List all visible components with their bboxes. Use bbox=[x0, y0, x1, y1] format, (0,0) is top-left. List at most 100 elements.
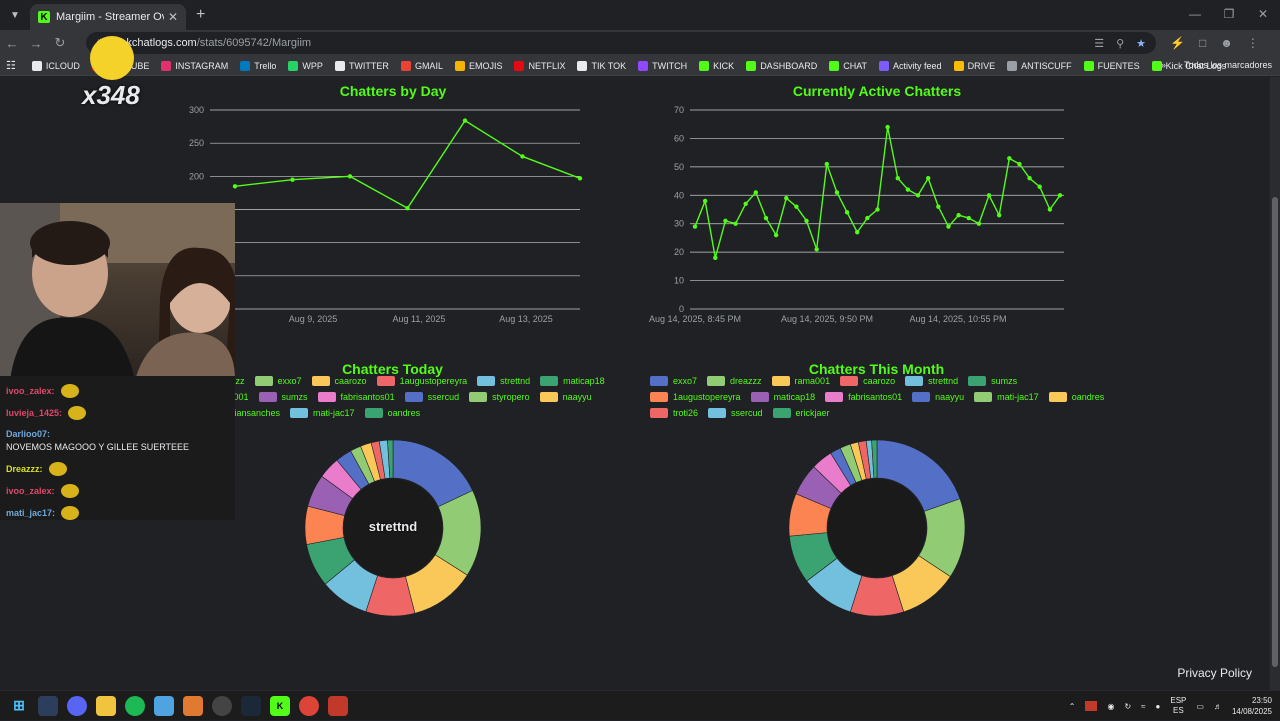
kick-icon[interactable]: K bbox=[270, 695, 290, 716]
data-point[interactable] bbox=[462, 118, 468, 123]
spotify-icon[interactable] bbox=[125, 695, 145, 716]
data-point[interactable] bbox=[915, 193, 921, 198]
chrome-icon[interactable] bbox=[299, 695, 319, 716]
tray-wifi-icon[interactable]: ≈ bbox=[1141, 701, 1146, 711]
data-point[interactable] bbox=[834, 190, 840, 195]
steam-icon[interactable] bbox=[241, 695, 261, 716]
data-point[interactable] bbox=[875, 207, 880, 212]
data-point[interactable] bbox=[946, 224, 951, 229]
data-point[interactable] bbox=[1007, 156, 1012, 161]
all-bookmarks-folder[interactable]: Todos los marcadores bbox=[1183, 60, 1272, 70]
data-point[interactable] bbox=[743, 201, 748, 207]
tray-network-icon[interactable]: ◉ bbox=[1107, 701, 1115, 711]
close-tab-icon[interactable]: ✕ bbox=[167, 10, 178, 24]
legend-item[interactable]: caarozo bbox=[311, 376, 367, 386]
data-point[interactable] bbox=[824, 161, 830, 167]
legend-item[interactable]: troti26 bbox=[650, 408, 698, 418]
tray-display-icon[interactable]: ▭ bbox=[1196, 701, 1204, 711]
data-point[interactable] bbox=[692, 224, 698, 229]
app-icon[interactable] bbox=[38, 695, 58, 716]
legend-item[interactable]: mati-jac17 bbox=[290, 408, 355, 418]
legend-item[interactable]: fabrisantos01 bbox=[317, 392, 395, 402]
legend-item[interactable]: maticap18 bbox=[540, 376, 605, 386]
data-point[interactable] bbox=[925, 176, 931, 181]
tray-app-icon[interactable] bbox=[1085, 701, 1098, 711]
data-point[interactable] bbox=[895, 176, 900, 181]
legend-item[interactable]: styropero bbox=[469, 392, 530, 402]
data-point[interactable] bbox=[976, 221, 982, 226]
data-point[interactable] bbox=[713, 255, 718, 261]
data-point[interactable] bbox=[966, 215, 971, 221]
legend-item[interactable]: mati-jac17 bbox=[974, 392, 1039, 402]
tray-sync-icon[interactable]: ↻ bbox=[1124, 701, 1132, 711]
data-point[interactable] bbox=[905, 187, 911, 192]
bookmark-item[interactable]: FUENTES bbox=[1083, 60, 1140, 71]
data-point[interactable] bbox=[702, 198, 708, 204]
legend-item[interactable]: sumzs bbox=[258, 392, 308, 402]
notepad-icon[interactable] bbox=[154, 695, 174, 716]
bookmark-item[interactable]: Activity feed bbox=[879, 60, 942, 71]
data-point[interactable] bbox=[986, 193, 992, 198]
bookmark-item[interactable]: GMAIL bbox=[400, 60, 443, 71]
data-point[interactable] bbox=[936, 204, 941, 209]
bookmark-star-icon[interactable]: ★ bbox=[1136, 37, 1146, 50]
data-point[interactable] bbox=[885, 124, 890, 130]
data-point[interactable] bbox=[1037, 184, 1042, 189]
bookmark-item[interactable]: CHAT bbox=[829, 60, 867, 71]
data-point[interactable] bbox=[1047, 207, 1053, 212]
language-indicator[interactable]: ESP ES bbox=[1170, 696, 1186, 716]
minimize-button[interactable]: — bbox=[1189, 7, 1201, 21]
discord-icon[interactable] bbox=[67, 695, 87, 716]
legend-item[interactable]: ssercud bbox=[404, 392, 459, 402]
page-scrollbar[interactable] bbox=[1270, 77, 1280, 690]
legend-item[interactable]: caarozo bbox=[840, 376, 895, 386]
legend-item[interactable]: fabrisantos01 bbox=[825, 392, 902, 402]
legend-item[interactable]: naayyu bbox=[539, 392, 592, 402]
extensions-puzzle-icon[interactable]: □ bbox=[1198, 36, 1207, 50]
tab-search-button[interactable]: ▼ bbox=[10, 9, 20, 21]
scrollbar-thumb[interactable] bbox=[1272, 197, 1278, 667]
data-point[interactable] bbox=[733, 221, 738, 226]
bookmark-item[interactable]: TIK TOK bbox=[577, 60, 626, 71]
bookmark-item[interactable]: Trello bbox=[240, 60, 276, 71]
data-point[interactable] bbox=[723, 218, 728, 224]
legend-item[interactable]: oandres bbox=[1048, 392, 1104, 402]
profile-icon[interactable]: ☻ bbox=[1220, 36, 1233, 50]
legend-item[interactable]: 1augustopereyra bbox=[650, 392, 741, 402]
forward-button[interactable]: → bbox=[29, 35, 43, 51]
clock[interactable]: 23:50 14/08/2025 bbox=[1232, 695, 1272, 717]
bookmark-item[interactable]: EMOJIS bbox=[454, 60, 502, 71]
legend-item[interactable]: maticap18 bbox=[750, 392, 815, 402]
legend-item[interactable]: oandres bbox=[364, 408, 420, 418]
tray-volume-icon[interactable]: ♬ bbox=[1213, 701, 1222, 711]
window-close-button[interactable]: ✕ bbox=[1257, 7, 1269, 21]
tab-active[interactable]: K Margiim - Streamer Overview & ... ✕ bbox=[30, 4, 186, 30]
apps-grid-icon[interactable]: ☷ bbox=[6, 60, 16, 72]
legend-item[interactable]: strettnd bbox=[477, 376, 530, 386]
data-point[interactable] bbox=[794, 204, 799, 209]
back-button[interactable]: ← bbox=[5, 35, 19, 51]
file-explorer-icon[interactable] bbox=[96, 695, 116, 716]
data-point[interactable] bbox=[865, 215, 870, 221]
windows-start-icon[interactable]: ⊞ bbox=[13, 697, 25, 713]
data-point[interactable] bbox=[773, 232, 779, 238]
bookmark-item[interactable]: WPP bbox=[288, 60, 323, 71]
legend-item[interactable]: ssercud bbox=[708, 408, 763, 418]
bookmark-item[interactable]: DASHBOARD bbox=[746, 60, 817, 71]
bookmark-item[interactable]: INSTAGRAM bbox=[161, 60, 228, 71]
data-point[interactable] bbox=[855, 230, 860, 235]
legend-item[interactable]: exxo7 bbox=[650, 376, 697, 386]
app-icon-2[interactable] bbox=[183, 695, 203, 716]
data-point[interactable] bbox=[956, 212, 961, 218]
data-point[interactable] bbox=[804, 218, 809, 224]
bookmark-item[interactable]: DRIVE bbox=[953, 60, 995, 71]
data-point[interactable] bbox=[1017, 161, 1022, 167]
legend-item[interactable]: 1augustopereyra bbox=[376, 376, 467, 386]
data-point[interactable] bbox=[1027, 176, 1032, 181]
translate-icon[interactable]: ☰ bbox=[1094, 37, 1105, 50]
bookmark-item[interactable]: KICK bbox=[699, 60, 734, 71]
data-point[interactable] bbox=[996, 212, 1002, 218]
new-tab-button[interactable]: + bbox=[196, 6, 206, 23]
legend-item[interactable]: strettnd bbox=[905, 376, 958, 386]
bookmark-item[interactable]: ANTISCUFF bbox=[1007, 60, 1072, 71]
